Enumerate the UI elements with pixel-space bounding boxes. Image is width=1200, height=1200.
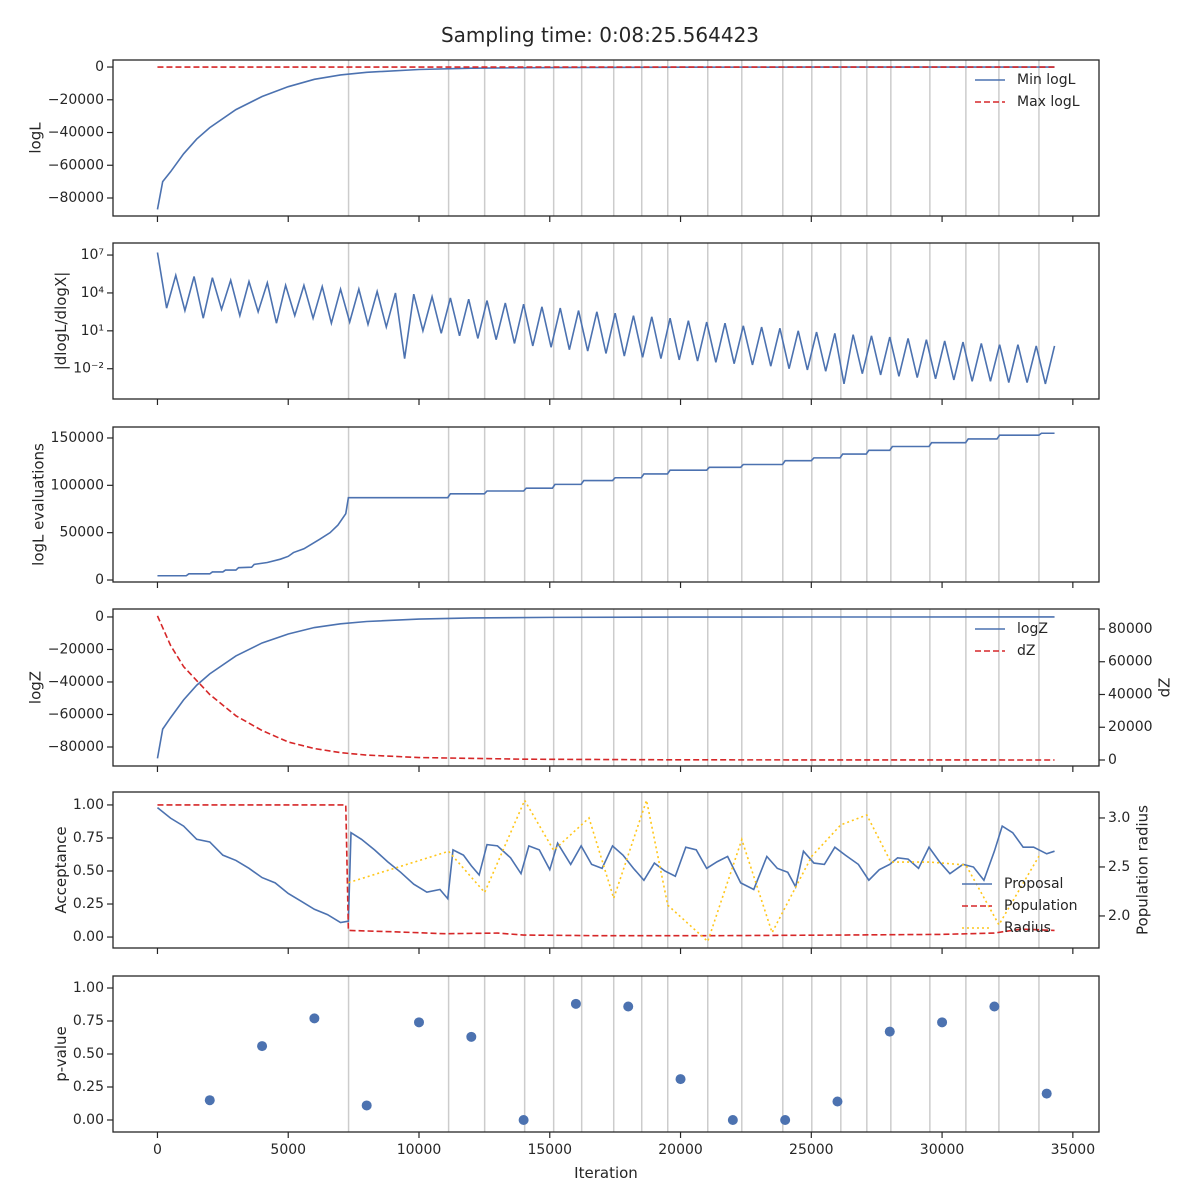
y-tick-label: 0.25 [73,896,104,912]
y-tick-label: 0.75 [73,830,104,846]
y-tick-label: −20000 [48,92,104,108]
y2-axis-label: dZ [1156,678,1174,698]
y-tick-label: −60000 [48,157,104,173]
plot-area [204,998,1052,1125]
series-line [348,797,1040,943]
series-line [156,615,1055,761]
point [1041,1088,1052,1099]
y-tick-label: 0.75 [73,1013,104,1029]
plot-area [156,252,1056,385]
legend-label: Population [1004,898,1078,914]
y-tick-label: −80000 [48,739,104,755]
y2-tick-label: 0 [1108,752,1117,768]
x-tick-label: 10000 [397,1142,442,1158]
point [361,1100,372,1111]
y2-tick-label: 3.0 [1108,810,1130,826]
y-tick-label: 0 [95,59,104,75]
y-axis-label: logL evaluations [30,443,48,566]
point [414,1017,424,1028]
legend-label: Proposal [1004,876,1063,892]
y-tick-label: 10⁷ [81,247,104,263]
y-tick-label: −40000 [48,125,104,141]
y2-tick-label: 80000 [1108,621,1153,637]
y-tick-label: −40000 [48,674,104,690]
y-tick-label: 10¹ [81,323,104,339]
plot-area [156,66,1055,210]
y-tick-label: 10⁻² [73,361,104,377]
y-tick-label: 0.00 [73,1112,104,1128]
series-line [156,252,1056,385]
y-axis-label: |dlogL/dlogX| [52,272,70,371]
point [675,1074,686,1085]
x-tick-label: 35000 [1051,1142,1096,1158]
y-tick-label: 0.50 [73,863,104,879]
y-tick-label: 0.25 [73,1079,104,1095]
x-tick-label: 15000 [527,1142,572,1158]
y-tick-label: 100000 [51,477,104,493]
axes-frame [112,608,1100,767]
y2-tick-label: 2.5 [1108,859,1130,875]
point [309,1013,320,1024]
x-tick-label: 0 [153,1142,162,1158]
point [623,1001,634,1012]
y-tick-label: −20000 [48,641,104,657]
y-tick-label: 150000 [51,430,104,446]
y-tick-label: 10⁴ [81,285,105,301]
y-tick-label: 0.50 [73,1046,104,1062]
figure-title: Sampling time: 0:08:25.564423 [441,23,759,47]
y-axis-label: p-value [52,1026,70,1082]
x-tick-label: 5000 [270,1142,306,1158]
x-tick-label: 25000 [789,1142,834,1158]
axes-frame [112,791,1100,949]
legend-label: Radius [1004,920,1051,936]
point [466,1031,477,1042]
legend-label: Min logL [1017,72,1076,88]
y-tick-label: 0 [95,572,104,588]
plot-area [156,615,1055,761]
y-tick-label: 0.00 [73,929,104,945]
y2-tick-label: 2.0 [1108,908,1130,924]
axes-frame [112,975,1100,1133]
x-tick-label: 20000 [658,1142,703,1158]
point [518,1114,529,1125]
point [780,1114,791,1125]
x-tick-label: 30000 [920,1142,965,1158]
plot-area [157,432,1055,577]
y2-tick-label: 40000 [1108,686,1153,702]
y-tick-label: 1.00 [73,797,104,813]
y2-tick-label: 20000 [1108,719,1153,735]
point [832,1096,843,1107]
y2-axis-label: Population radius [1133,805,1151,935]
point [570,998,581,1009]
axes-frame [112,242,1100,400]
x-axis-label: Iteration [574,1164,638,1182]
legend-label: Max logL [1017,94,1080,110]
point [989,1001,1000,1012]
point [937,1017,948,1028]
y-tick-label: 1.00 [73,980,104,996]
point [257,1041,268,1052]
y-axis-label: Acceptance [52,826,70,913]
y-tick-label: 50000 [59,525,104,541]
y-axis-label: logL [27,122,45,154]
y-tick-label: −80000 [48,190,104,206]
point [204,1095,215,1106]
legend-label: dZ [1017,643,1035,659]
plot-area [156,797,1055,943]
series-line [157,432,1055,577]
point [884,1026,895,1037]
y-tick-label: −60000 [48,706,104,722]
series-line [156,616,1055,759]
series-line [156,806,1055,924]
axes-frame [112,426,1100,583]
y-tick-label: 0 [95,609,104,625]
axes-frame [112,59,1100,217]
legend-label: logZ [1017,621,1048,637]
y2-tick-label: 60000 [1108,654,1153,670]
point [727,1114,738,1125]
y-axis-label: logZ [27,671,45,704]
